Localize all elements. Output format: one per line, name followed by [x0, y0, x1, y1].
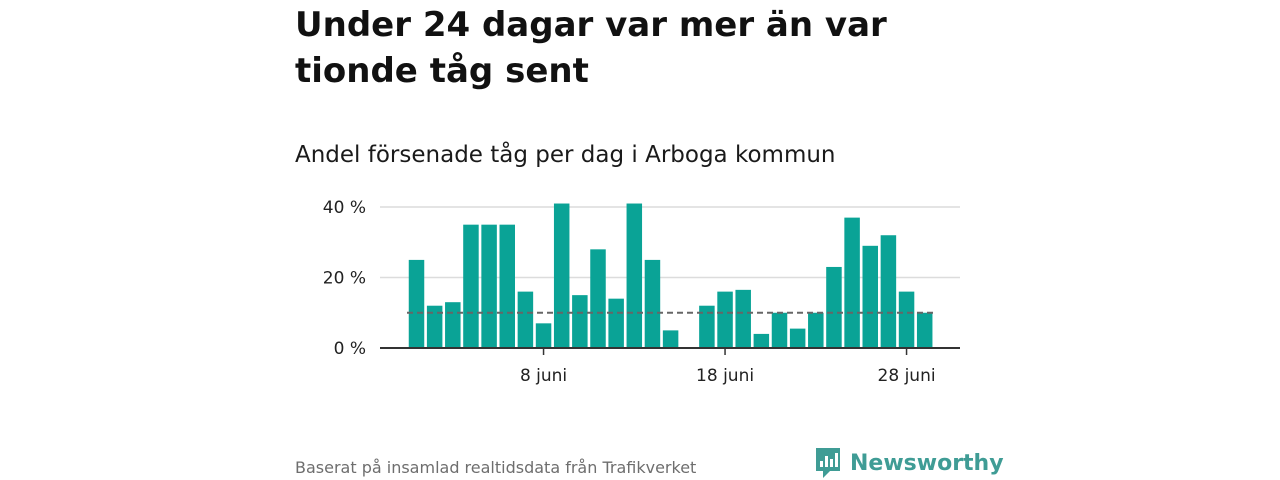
bar — [445, 302, 461, 348]
bar — [771, 312, 788, 348]
bar — [699, 305, 715, 348]
y-tick-label: 20 % — [323, 269, 366, 289]
bar — [662, 330, 679, 348]
bar — [608, 298, 624, 348]
bar — [408, 259, 425, 348]
bar — [572, 295, 588, 348]
x-tick-label: 18 juni — [696, 366, 754, 386]
bar — [808, 312, 824, 348]
bar — [735, 289, 751, 348]
bar — [499, 224, 515, 348]
source-note: Baserat på insamlad realtidsdata från Tr… — [295, 458, 697, 477]
newsworthy-logo-icon — [816, 448, 840, 478]
x-axis-ticks: 8 juni 18 juni 28 juni — [520, 348, 936, 386]
x-tick-label: 28 juni — [878, 366, 936, 386]
y-tick-label: 0 % — [334, 339, 366, 359]
bars — [408, 203, 933, 348]
bar — [626, 203, 643, 348]
bar — [826, 266, 842, 348]
bar — [916, 312, 933, 348]
bar — [862, 245, 878, 348]
y-tick-label: 40 % — [323, 198, 366, 218]
bar — [590, 249, 606, 348]
bar — [880, 235, 897, 348]
bar — [426, 305, 443, 348]
bar — [463, 224, 479, 348]
bar — [644, 259, 661, 348]
bar — [535, 323, 552, 348]
chart-subtitle: Andel försenade tåg per dag i Arboga kom… — [295, 142, 836, 168]
bar — [789, 328, 806, 348]
bar — [481, 224, 497, 348]
bar — [753, 333, 770, 348]
y-axis-ticks: 0 % 20 % 40 % — [323, 198, 366, 359]
bar — [553, 203, 570, 348]
bar — [898, 291, 915, 348]
bar — [717, 291, 733, 348]
brand-name: Newsworthy — [850, 450, 1004, 476]
bar — [517, 291, 534, 348]
x-tick-label: 8 juni — [520, 366, 567, 386]
chart-headline: Under 24 dagar var mer än var tionde tåg… — [295, 5, 887, 91]
bar — [844, 217, 860, 348]
newsworthy-brand: Newsworthy — [814, 446, 1004, 480]
